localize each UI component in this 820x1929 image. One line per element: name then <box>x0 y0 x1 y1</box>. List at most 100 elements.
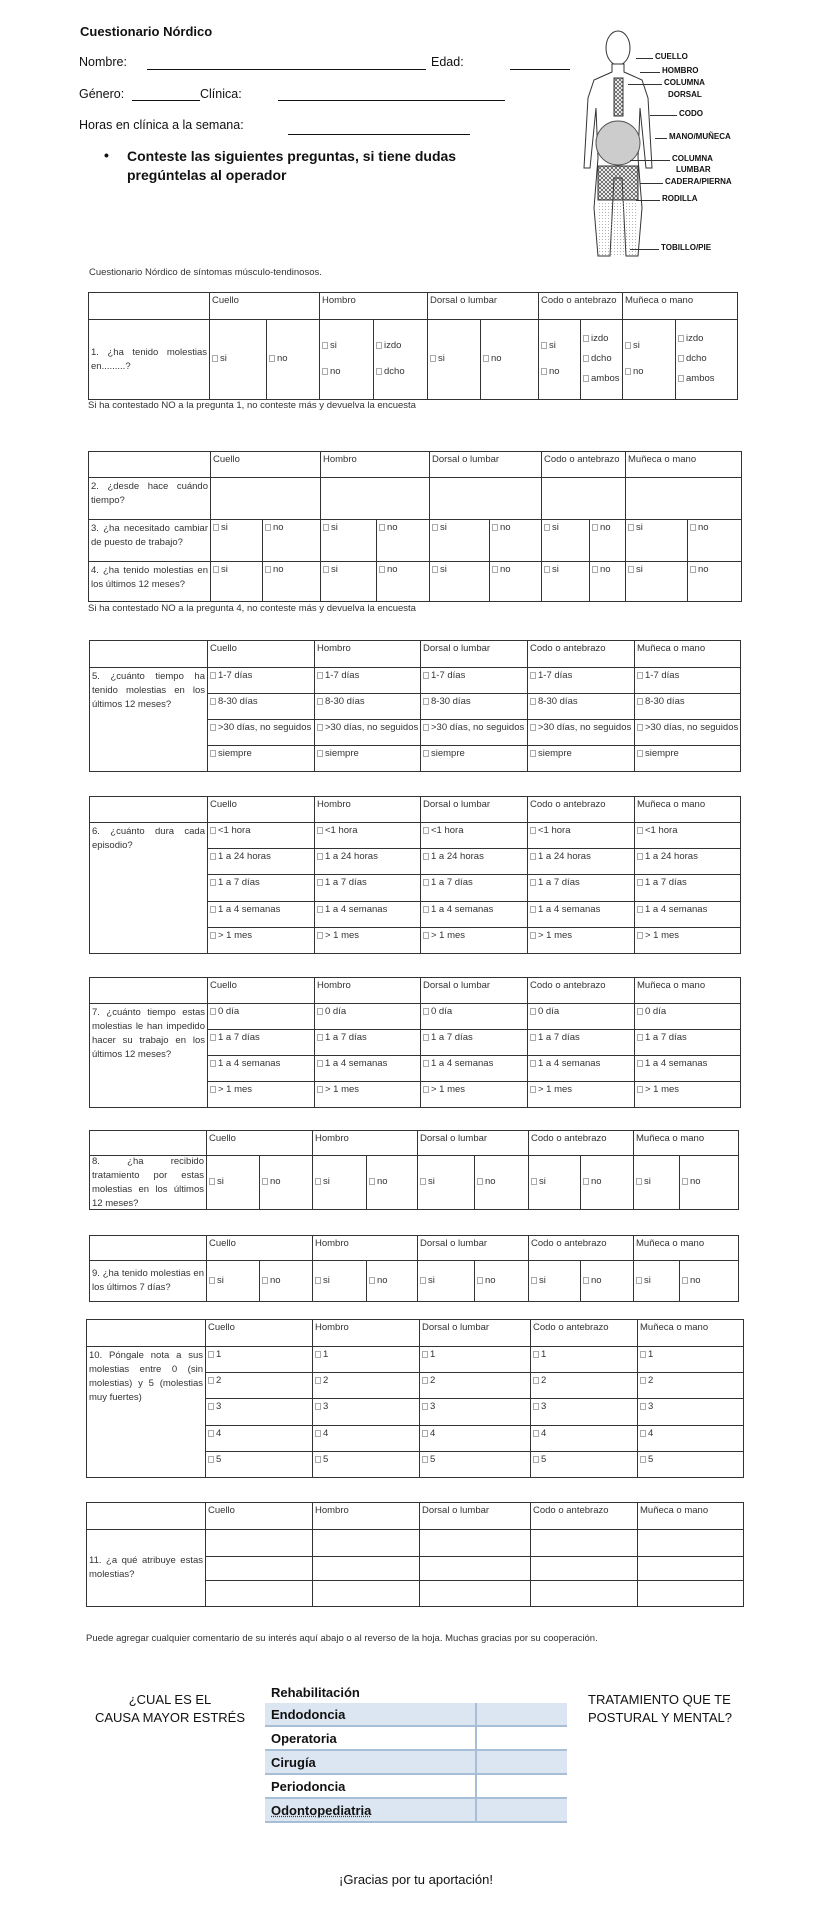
checkbox[interactable] <box>640 1456 646 1463</box>
option[interactable]: > 1 mes <box>317 1084 359 1095</box>
stress-answer-cell[interactable] <box>477 1775 567 1797</box>
option[interactable]: 1 a 4 semanas <box>317 1058 387 1069</box>
checkbox[interactable] <box>317 1060 323 1067</box>
option[interactable]: siempre <box>423 748 465 759</box>
option[interactable]: no <box>690 522 709 533</box>
checkbox[interactable] <box>640 1377 646 1384</box>
checkbox[interactable] <box>209 1178 215 1185</box>
option[interactable]: no <box>492 522 511 533</box>
option[interactable]: no <box>265 564 284 575</box>
edad-field[interactable] <box>510 69 570 70</box>
option[interactable]: 1 a 24 horas <box>317 851 378 862</box>
stress-option-row[interactable]: Cirugía <box>265 1751 567 1775</box>
stress-option-row[interactable]: Odontopediatria <box>265 1799 567 1823</box>
checkbox[interactable] <box>531 1178 537 1185</box>
option[interactable]: 1 a 4 semanas <box>423 1058 493 1069</box>
option[interactable]: no <box>369 1176 388 1187</box>
checkbox[interactable] <box>322 368 328 375</box>
option[interactable]: 1-7 días <box>637 670 679 681</box>
checkbox[interactable] <box>269 355 275 362</box>
option[interactable]: 8-30 días <box>317 696 365 707</box>
genero-field[interactable] <box>132 100 200 101</box>
option[interactable]: si <box>541 340 556 351</box>
option[interactable]: 2 <box>315 1375 328 1386</box>
checkbox[interactable] <box>533 1377 539 1384</box>
option[interactable]: si <box>544 522 559 533</box>
option[interactable]: > 1 mes <box>317 930 359 941</box>
checkbox[interactable] <box>432 524 438 531</box>
checkbox[interactable] <box>369 1178 375 1185</box>
checkbox[interactable] <box>317 698 323 705</box>
checkbox[interactable] <box>637 827 643 834</box>
checkbox[interactable] <box>210 879 216 886</box>
checkbox[interactable] <box>212 355 218 362</box>
checkbox[interactable] <box>210 724 216 731</box>
option[interactable]: no <box>583 1176 602 1187</box>
answer-line-cell[interactable] <box>312 1529 420 1557</box>
option[interactable]: > 1 mes <box>637 930 679 941</box>
option[interactable]: 3 <box>315 1401 328 1412</box>
checkbox[interactable] <box>423 724 429 731</box>
checkbox[interactable] <box>637 1086 643 1093</box>
checkbox[interactable] <box>637 724 643 731</box>
checkbox[interactable] <box>592 524 598 531</box>
checkbox[interactable] <box>423 1060 429 1067</box>
checkbox[interactable] <box>492 566 498 573</box>
option[interactable]: si <box>625 340 640 351</box>
checkbox[interactable] <box>210 1060 216 1067</box>
checkbox[interactable] <box>208 1456 214 1463</box>
checkbox[interactable] <box>317 853 323 860</box>
checkbox[interactable] <box>369 1277 375 1284</box>
option[interactable]: 1 a 7 días <box>210 1032 260 1043</box>
checkbox[interactable] <box>210 1086 216 1093</box>
checkbox[interactable] <box>541 368 547 375</box>
option[interactable]: 1 a 4 semanas <box>210 1058 280 1069</box>
checkbox[interactable] <box>210 750 216 757</box>
checkbox[interactable] <box>323 566 329 573</box>
checkbox[interactable] <box>637 879 643 886</box>
stress-answer-cell[interactable] <box>477 1727 567 1749</box>
option[interactable]: 1-7 días <box>530 670 572 681</box>
checkbox[interactable] <box>682 1178 688 1185</box>
checkbox[interactable] <box>376 368 382 375</box>
option[interactable]: > 1 mes <box>210 1084 252 1095</box>
option[interactable]: 4 <box>640 1428 653 1439</box>
option[interactable]: si <box>628 564 643 575</box>
checkbox[interactable] <box>637 1008 643 1015</box>
checkbox[interactable] <box>379 566 385 573</box>
checkbox[interactable] <box>423 698 429 705</box>
checkbox[interactable] <box>423 906 429 913</box>
checkbox[interactable] <box>682 1277 688 1284</box>
option[interactable]: > 1 mes <box>530 1084 572 1095</box>
checkbox[interactable] <box>690 524 696 531</box>
answer-line-cell[interactable] <box>637 1556 744 1581</box>
option[interactable]: dcho <box>583 353 612 364</box>
checkbox[interactable] <box>423 750 429 757</box>
stress-option-row[interactable]: Periodoncia <box>265 1775 567 1799</box>
option[interactable]: 4 <box>315 1428 328 1439</box>
checkbox[interactable] <box>583 375 589 382</box>
option[interactable]: no <box>262 1275 281 1286</box>
option[interactable]: no <box>682 1176 701 1187</box>
stress-option-row[interactable]: Operatoria <box>265 1727 567 1751</box>
checkbox[interactable] <box>637 1034 643 1041</box>
checkbox[interactable] <box>530 750 536 757</box>
checkbox[interactable] <box>423 853 429 860</box>
checkbox[interactable] <box>423 1086 429 1093</box>
option[interactable]: ambos <box>678 373 715 384</box>
option[interactable]: 0 día <box>637 1006 666 1017</box>
option[interactable]: no <box>682 1275 701 1286</box>
checkbox[interactable] <box>533 1403 539 1410</box>
option[interactable]: <1 hora <box>423 825 464 836</box>
option[interactable]: 1 a 7 días <box>530 1032 580 1043</box>
option[interactable]: 1 a 7 días <box>423 1032 473 1043</box>
option[interactable]: ambos <box>583 373 620 384</box>
option[interactable]: siempre <box>210 748 252 759</box>
option[interactable]: 1 a 24 horas <box>423 851 484 862</box>
checkbox[interactable] <box>530 853 536 860</box>
checkbox[interactable] <box>533 1351 539 1358</box>
option[interactable]: 1 a 4 semanas <box>317 904 387 915</box>
checkbox[interactable] <box>422 1456 428 1463</box>
checkbox[interactable] <box>423 827 429 834</box>
option[interactable]: 3 <box>533 1401 546 1412</box>
